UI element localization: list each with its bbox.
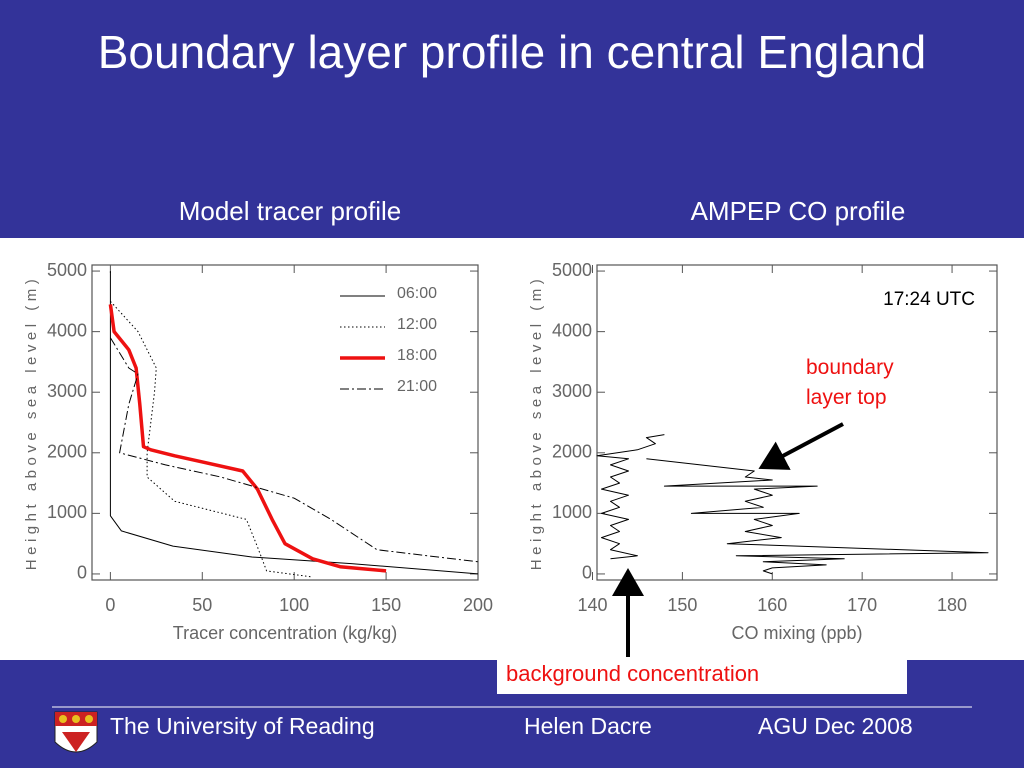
y-tick-label: 0 bbox=[582, 563, 592, 583]
y-tick-label: 1000 bbox=[47, 502, 87, 522]
data-line bbox=[596, 434, 989, 575]
y-tick-label: 5000 bbox=[552, 260, 592, 280]
data-line bbox=[109, 337, 479, 563]
emblem bbox=[54, 711, 98, 753]
content-band bbox=[0, 238, 1024, 660]
y-tick-label: 1000 bbox=[552, 502, 592, 522]
data-line bbox=[109, 271, 479, 575]
y-tick-label: 4000 bbox=[47, 320, 87, 340]
x-tick-label: 160 bbox=[757, 595, 787, 615]
data-line bbox=[108, 304, 387, 573]
y-tick-label: 4000 bbox=[552, 320, 592, 340]
y-axis-label: Height above sea level (m) bbox=[528, 275, 545, 570]
footer-institution: The University of Reading bbox=[110, 713, 375, 739]
x-tick-label: 100 bbox=[279, 595, 309, 615]
legend-label: 21:00 bbox=[397, 378, 437, 395]
y-tick-label: 2000 bbox=[47, 442, 87, 462]
x-tick-label: 0 bbox=[105, 595, 115, 615]
x-tick-label: 150 bbox=[667, 595, 697, 615]
annotation: 17:24 UTC bbox=[883, 289, 975, 310]
x-tick-label: 50 bbox=[192, 595, 212, 615]
y-tick-label: 3000 bbox=[47, 381, 87, 401]
plot-frame bbox=[91, 264, 479, 581]
chart-title: AMPEP CO profile bbox=[691, 196, 906, 226]
x-axis-label: Tracer concentration (kg/kg) bbox=[173, 623, 397, 643]
y-axis-label: Height above sea level (m) bbox=[23, 275, 40, 570]
plot-frame bbox=[596, 264, 998, 581]
annotation: boundary layer top bbox=[806, 356, 894, 409]
slide-title: Boundary layer profile in central Englan… bbox=[97, 26, 927, 78]
annotation-box: background concentration bbox=[497, 658, 907, 694]
legend-label: 06:00 bbox=[397, 285, 437, 302]
footer-event: AGU Dec 2008 bbox=[758, 713, 913, 739]
arrow bbox=[758, 422, 844, 470]
y-tick-label: 3000 bbox=[552, 381, 592, 401]
legend-label: 12:00 bbox=[397, 316, 437, 333]
y-tick-label: 0 bbox=[77, 563, 87, 583]
x-tick-label: 150 bbox=[371, 595, 401, 615]
x-axis-label: CO mixing (ppb) bbox=[731, 623, 862, 643]
x-tick-label: 140 bbox=[577, 595, 607, 615]
footer-author: Helen Dacre bbox=[524, 713, 652, 739]
x-tick-label: 180 bbox=[937, 595, 967, 615]
x-tick-label: 170 bbox=[847, 595, 877, 615]
y-tick-label: 5000 bbox=[47, 260, 87, 280]
data-line bbox=[110, 300, 313, 578]
chart-title: Model tracer profile bbox=[179, 196, 402, 226]
x-tick-label: 200 bbox=[463, 595, 493, 615]
y-tick-label: 2000 bbox=[552, 442, 592, 462]
legend-label: 18:00 bbox=[397, 347, 437, 364]
